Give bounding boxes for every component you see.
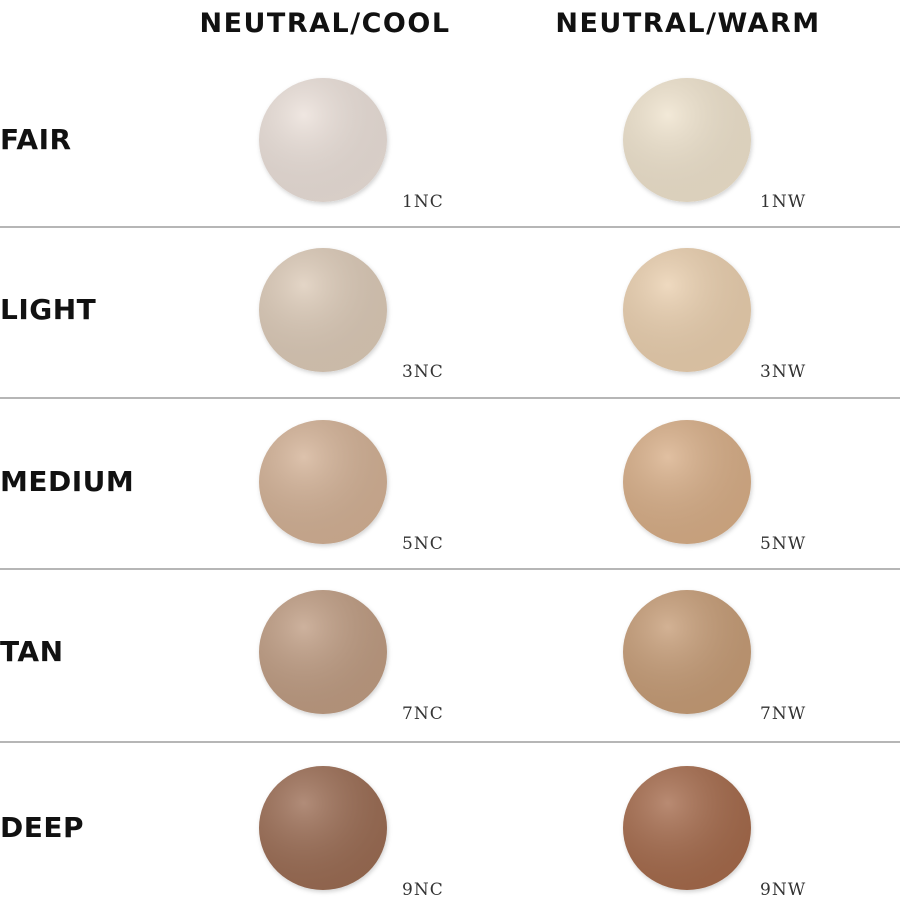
column-header: NEUTRAL/COOL [199, 8, 450, 39]
shade-code: 9NC [402, 880, 444, 900]
shade-code: 9NW [760, 880, 806, 900]
row-label: MEDIUM [0, 465, 134, 498]
swatch-shine [259, 78, 387, 202]
swatch-shine [259, 248, 387, 372]
shade-code: 7NW [760, 704, 806, 724]
shade-code: 3NC [402, 362, 444, 382]
shade-code: 1NW [760, 192, 806, 212]
swatch-shine [623, 248, 751, 372]
column-header: NEUTRAL/WARM [555, 8, 820, 39]
row-label: TAN [0, 635, 64, 668]
swatch-shine [623, 766, 751, 890]
swatch-shine [623, 590, 751, 714]
shade-code: 7NC [402, 704, 444, 724]
row-label: FAIR [0, 123, 72, 156]
shade-code: 5NW [760, 534, 806, 554]
row-label: LIGHT [0, 293, 96, 326]
swatch-shine [259, 420, 387, 544]
swatch-shine [623, 420, 751, 544]
row-label: DEEP [0, 811, 84, 844]
swatch-shine [259, 590, 387, 714]
swatch-shine [259, 766, 387, 890]
shade-code: 5NC [402, 534, 444, 554]
swatch-shine [623, 78, 751, 202]
shade-code: 1NC [402, 192, 444, 212]
shade-code: 3NW [760, 362, 806, 382]
